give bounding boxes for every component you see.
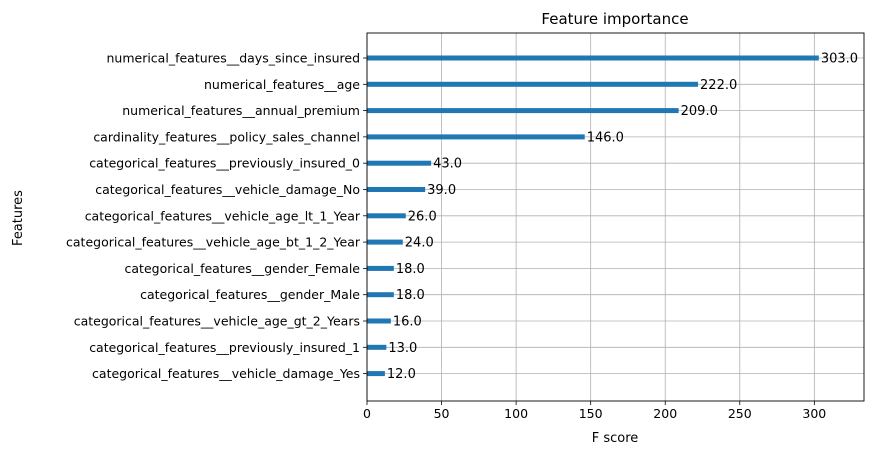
y-tick-label: categorical_features__vehicle_damage_No <box>95 182 360 197</box>
bar <box>367 81 699 87</box>
x-axis-ticks: 0 50 100 150 200 250 300 <box>363 401 826 421</box>
data-label: 303.0 <box>821 52 858 67</box>
x-axis-label: F score <box>592 431 639 446</box>
y-tick-label: categorical_features__vehicle_age_lt_1_Y… <box>85 208 361 223</box>
bar <box>367 318 391 324</box>
bar <box>367 134 585 140</box>
y-tick-label: numerical_features__days_since_insured <box>106 51 360 66</box>
bar <box>367 239 403 245</box>
bar <box>367 160 432 166</box>
y-tick-label: categorical_features__vehicle_damage_Yes <box>92 366 360 381</box>
y-tick-label: categorical_features__gender_Male <box>140 287 360 302</box>
data-labels: 303.0 222.0 209.0 146.0 43.0 39.0 26.0 24.0 18.0… <box>387 52 858 383</box>
data-label: 12.0 <box>387 367 416 382</box>
y-tick-label: categorical_features__vehicle_age_gt_2_Y… <box>74 314 360 329</box>
data-label: 24.0 <box>405 236 434 251</box>
data-label: 209.0 <box>681 104 718 119</box>
grid <box>366 33 864 401</box>
bar <box>367 108 679 114</box>
bar <box>367 371 385 377</box>
data-label: 18.0 <box>396 262 425 277</box>
bar <box>367 55 819 61</box>
x-tick-label: 0 <box>363 406 371 421</box>
bar <box>367 292 394 298</box>
y-tick-label: cardinality_features__policy_sales_chann… <box>93 129 360 144</box>
bar <box>367 187 426 192</box>
y-tick-label: categorical_features__previously_insured… <box>89 340 360 355</box>
y-tick-label: categorical_features__gender_Female <box>125 261 361 276</box>
data-label: 222.0 <box>700 78 737 93</box>
bars <box>367 55 819 377</box>
data-label: 39.0 <box>427 183 456 198</box>
y-tick-label: categorical_features__previously_insured… <box>89 156 360 171</box>
chart-title: Feature importance <box>541 10 688 28</box>
bar <box>367 213 406 219</box>
x-tick-label: 200 <box>653 406 677 421</box>
y-tick-label: numerical_features__annual_premium <box>122 103 360 118</box>
data-label: 43.0 <box>433 157 462 172</box>
bar <box>367 344 387 350</box>
x-tick-label: 250 <box>728 406 752 421</box>
y-axis-ticks: numerical_features__days_since_insurednu… <box>66 51 367 381</box>
data-label: 18.0 <box>396 288 425 303</box>
bar <box>367 265 394 271</box>
x-tick-label: 100 <box>504 406 528 421</box>
y-axis-label: Features <box>11 190 26 246</box>
plot-frame <box>366 32 865 402</box>
data-label: 13.0 <box>388 341 417 356</box>
data-label: 16.0 <box>393 315 422 330</box>
data-label: 146.0 <box>587 130 624 145</box>
x-tick-label: 300 <box>802 406 826 421</box>
data-label: 26.0 <box>408 209 437 224</box>
x-tick-label: 150 <box>579 406 603 421</box>
y-tick-label: categorical_features__vehicle_age_bt_1_2… <box>66 235 361 250</box>
y-tick-label: numerical_features__age <box>204 77 360 92</box>
x-tick-label: 50 <box>434 406 450 421</box>
